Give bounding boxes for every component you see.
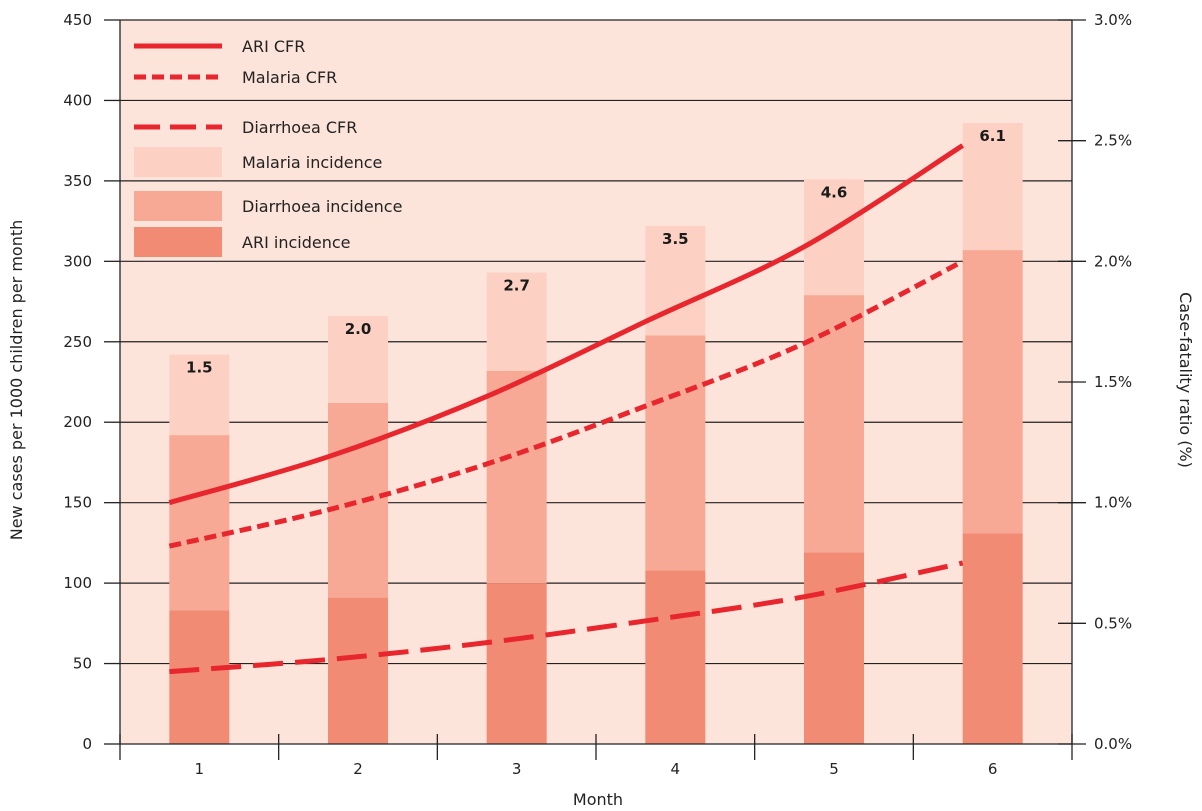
x-tick-label: 3 xyxy=(512,760,522,778)
legend-label: Diarrhoea CFR xyxy=(242,118,357,137)
y-tick-label: 450 xyxy=(63,11,92,29)
legend-swatch xyxy=(134,147,222,177)
bar-labels: 1.5 2.0 2.7 3.5 4.6 6.1 xyxy=(186,127,1006,377)
x-tick-label: 5 xyxy=(829,760,839,778)
y-tick-label: 250 xyxy=(63,333,92,351)
legend: ARI CFR Malaria CFR Diarrhoea CFR Malaria i… xyxy=(134,37,402,257)
bar-malaria-incidence xyxy=(962,122,1023,251)
bar-diarrhoea-incidence xyxy=(486,370,547,584)
y2-tick-label: 1.5% xyxy=(1094,373,1132,391)
bar-diarrhoea-incidence xyxy=(328,402,388,598)
bars xyxy=(169,122,1023,744)
legend-label: ARI CFR xyxy=(242,37,305,56)
bar-malaria-incidence xyxy=(486,272,547,371)
bar-malaria-incidence xyxy=(169,354,230,436)
y2-tick-label: 0.0% xyxy=(1094,735,1132,753)
bar-label: 2.0 xyxy=(345,320,372,338)
bar-label: 4.6 xyxy=(821,183,848,201)
bar-malaria-incidence xyxy=(328,316,388,403)
x-tick-label: 6 xyxy=(988,760,998,778)
legend-swatch xyxy=(134,227,222,257)
legend-label: Diarrhoea incidence xyxy=(242,197,402,216)
y-tick-label: 350 xyxy=(63,172,92,190)
bar-diarrhoea-incidence xyxy=(169,435,230,611)
legend-label: Malaria incidence xyxy=(242,153,382,172)
bar-label: 3.5 xyxy=(662,230,689,248)
bar-ari-incidence xyxy=(804,552,864,744)
y-tick-label: 400 xyxy=(63,91,92,109)
bar-label: 6.1 xyxy=(979,127,1006,145)
bar-diarrhoea-incidence xyxy=(645,335,706,571)
bar-ari-incidence xyxy=(169,610,230,744)
x-tick-label: 4 xyxy=(671,760,681,778)
line-ari-cfr xyxy=(168,143,965,506)
legend-label: Malaria CFR xyxy=(242,68,337,87)
y2-tick-label: 0.5% xyxy=(1094,614,1132,632)
y-tick-label: 200 xyxy=(63,413,92,431)
y-axis-title: New cases per 1000 children per month xyxy=(7,220,26,541)
y-tick-label: 0 xyxy=(82,735,92,753)
legend-swatch xyxy=(134,191,222,221)
bar-ari-incidence xyxy=(962,533,1023,744)
y2-tick-label: 2.5% xyxy=(1094,132,1132,150)
bar-label: 1.5 xyxy=(186,359,213,377)
y2-axis-title: Case-fatality ratio (%) xyxy=(1176,292,1195,468)
x-tick-label: 1 xyxy=(195,760,205,778)
line-diarrhoea-cfr xyxy=(169,560,964,675)
axes: 0 50 100 150 200 250 300 350 400 450 0.0% 0.5% 1.0% 1… xyxy=(63,11,1132,778)
bar-label: 2.7 xyxy=(503,277,530,295)
y-tick-label: 150 xyxy=(63,494,92,512)
bar-diarrhoea-incidence xyxy=(804,295,864,553)
line-malaria-cfr xyxy=(168,259,964,549)
legend-label: ARI incidence xyxy=(242,233,350,252)
y2-tick-label: 1.0% xyxy=(1094,494,1132,512)
cfr-lines xyxy=(168,143,965,675)
x-tick-label: 2 xyxy=(353,760,363,778)
y2-tick-label: 2.0% xyxy=(1094,252,1132,270)
y-tick-label: 300 xyxy=(63,252,92,270)
bar-malaria-incidence xyxy=(804,179,864,296)
y2-tick-label: 3.0% xyxy=(1094,11,1132,29)
bar-ari-incidence xyxy=(645,570,706,744)
plot-background xyxy=(120,20,1072,744)
bar-ari-incidence xyxy=(486,583,547,744)
y-tick-label: 50 xyxy=(73,655,92,673)
bar-ari-incidence xyxy=(328,597,388,744)
y-tick-label: 100 xyxy=(63,574,92,592)
bar-diarrhoea-incidence xyxy=(962,250,1023,534)
x-axis-title: Month xyxy=(573,790,623,809)
